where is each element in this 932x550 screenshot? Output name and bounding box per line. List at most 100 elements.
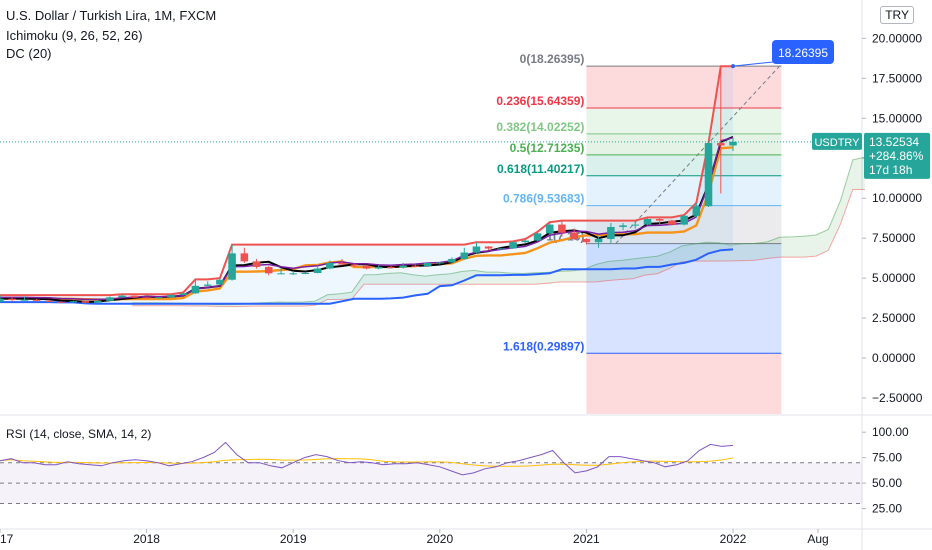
chart-title[interactable]: U.S. Dollar / Turkish Lira, 1M, FXCM — [6, 8, 217, 23]
fib-label: 0.618(11.40217) — [497, 162, 584, 176]
candle-body[interactable] — [264, 266, 273, 274]
candle-body[interactable] — [313, 268, 322, 274]
candle-body[interactable] — [631, 224, 639, 226]
fib-band — [586, 66, 782, 108]
callout-anchor[interactable] — [730, 64, 735, 69]
candle-body[interactable] — [655, 218, 664, 221]
candle-body[interactable] — [81, 301, 90, 303]
ichimoku-legend[interactable]: Ichimoku (9, 26, 52, 26) — [6, 28, 143, 43]
rsi-band — [0, 462, 862, 504]
candle-body[interactable] — [717, 143, 725, 146]
rsi-legend[interactable]: RSI (14, close, SMA, 14, 2) — [6, 427, 152, 441]
x-tick-label: 2017 — [0, 532, 14, 546]
y-tick-label: 5.00000 — [872, 271, 916, 285]
rsi-ma-line — [0, 457, 734, 467]
candle-body[interactable] — [668, 220, 676, 225]
candle-body[interactable] — [594, 238, 603, 243]
x-tick-label: Aug — [807, 532, 828, 546]
fib-band — [586, 107, 782, 134]
candle-body[interactable] — [472, 246, 481, 253]
candle-body[interactable] — [362, 265, 371, 269]
candle-body[interactable] — [545, 224, 554, 234]
candle-body[interactable] — [301, 273, 310, 275]
candle-body[interactable] — [69, 301, 78, 303]
candle-body[interactable] — [619, 225, 627, 227]
price-label-bg — [864, 132, 930, 179]
candle-body[interactable] — [399, 265, 407, 268]
candle-body[interactable] — [228, 253, 236, 280]
candle-body[interactable] — [216, 279, 224, 285]
candle-body[interactable] — [460, 252, 469, 259]
y-tick-label: 17.50000 — [872, 71, 922, 85]
y-tick-label: 20.00000 — [872, 31, 922, 45]
candle-body[interactable] — [374, 266, 383, 269]
candle-body[interactable] — [497, 248, 505, 250]
candle-body[interactable] — [338, 262, 346, 265]
candle-body[interactable] — [521, 240, 530, 243]
fib-label: 0.786(9.53683) — [503, 192, 584, 206]
fib-label: 0.5(12.71235) — [510, 141, 585, 155]
candle-body[interactable] — [20, 299, 29, 301]
candle-body[interactable] — [643, 218, 652, 225]
candle-body[interactable] — [167, 294, 175, 298]
donchian-fill — [0, 66, 733, 304]
candle-body[interactable] — [326, 262, 334, 269]
candle-body[interactable] — [680, 215, 688, 225]
candle-body[interactable] — [0, 298, 4, 302]
callout-label: 18.26395 — [778, 46, 828, 60]
y-tick-label: −2.50000 — [872, 391, 923, 405]
candle-body[interactable] — [729, 141, 737, 146]
x-tick-label: 2019 — [280, 532, 307, 546]
candle-body[interactable] — [8, 298, 16, 301]
x-tick-label: 2021 — [573, 532, 600, 546]
candle-body[interactable] — [692, 206, 701, 216]
candle-body[interactable] — [118, 295, 126, 298]
y-tick-label: 2.50000 — [872, 311, 916, 325]
candle-body[interactable] — [533, 233, 542, 241]
candle-body[interactable] — [350, 264, 359, 266]
candle-body[interactable] — [240, 253, 249, 262]
fib-label: 0.382(14.02252) — [496, 120, 584, 134]
fib-band-bottom — [586, 353, 782, 414]
candle-body[interactable] — [484, 246, 493, 249]
candle-body[interactable] — [191, 285, 200, 294]
rsi-tick-label: 50.00 — [872, 476, 902, 490]
candle-body[interactable] — [436, 262, 444, 264]
fib-band — [586, 154, 782, 176]
candle-body[interactable] — [509, 242, 517, 249]
fib-label: 0.236(15.64359) — [496, 94, 584, 108]
fib-band — [586, 175, 782, 206]
candle-body[interactable] — [411, 265, 420, 267]
candle-body[interactable] — [106, 297, 114, 301]
candle-body[interactable] — [203, 284, 212, 286]
candle-body[interactable] — [448, 258, 456, 263]
candle-body[interactable] — [423, 262, 432, 267]
candle-body[interactable] — [277, 273, 285, 275]
fib-band — [586, 133, 782, 155]
candle-body[interactable] — [704, 143, 713, 207]
candle-body[interactable] — [387, 266, 395, 268]
rsi-tick-label: 75.00 — [872, 451, 902, 465]
candle-body[interactable] — [607, 226, 615, 239]
candle-body[interactable] — [45, 300, 53, 302]
candle-body[interactable] — [94, 300, 102, 303]
candle-body[interactable] — [57, 301, 65, 303]
candle-body[interactable] — [289, 273, 297, 275]
candle-body[interactable] — [154, 297, 163, 299]
ichimoku-span-b — [131, 189, 865, 307]
candle-body[interactable] — [179, 293, 188, 295]
candle-body[interactable] — [32, 299, 41, 301]
candle-body[interactable] — [252, 261, 261, 267]
ichimoku-cloud — [131, 157, 865, 308]
donchian-legend[interactable]: DC (20) — [6, 46, 52, 61]
callout-box[interactable] — [772, 40, 834, 64]
candle-body[interactable] — [142, 297, 151, 299]
candle-body[interactable] — [582, 238, 591, 243]
candle-body[interactable] — [558, 224, 566, 233]
fib-label: 0(18.26395) — [520, 52, 585, 66]
currency-badge[interactable]: TRY — [880, 6, 914, 24]
candle-body[interactable] — [130, 295, 139, 298]
candle-body[interactable] — [570, 232, 578, 239]
